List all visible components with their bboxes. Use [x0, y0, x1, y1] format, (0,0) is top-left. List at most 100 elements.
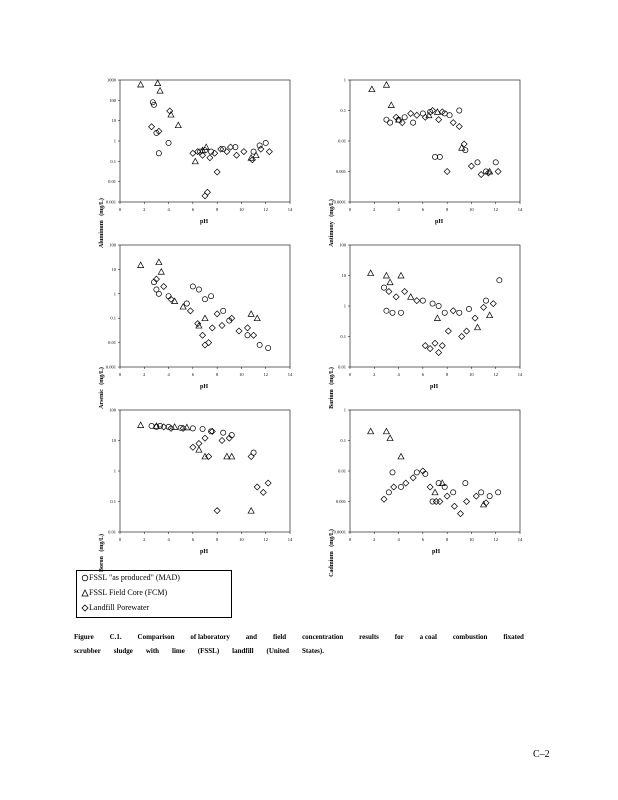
diamond-data-point	[195, 439, 203, 447]
diamond-data-point	[390, 483, 398, 491]
diamond-data-point	[218, 322, 226, 330]
y-tick-label: 10	[112, 438, 117, 443]
x-tick-label: 4	[397, 372, 400, 377]
x-tick-label: 0	[119, 537, 122, 542]
diamond-data-point	[435, 116, 443, 124]
chart-panel: 0 2 4 6 8 10 12 14 0.01 0.1 1 10 100 Boron (mg/L) pH	[80, 405, 340, 573]
triangle-data-point	[137, 421, 145, 428]
diamond-data-point	[167, 424, 175, 432]
triangle-data-point	[201, 452, 209, 460]
caption-word: scrubber	[74, 647, 101, 655]
y-tick-label: 0.001	[336, 169, 346, 174]
diamond-data-point	[247, 452, 255, 460]
x-tick-label: 12	[493, 372, 498, 377]
x-tick-label: 10	[469, 207, 474, 212]
diamond-data-point	[409, 474, 417, 482]
diamond-data-point	[421, 113, 429, 121]
diamond-data-point	[443, 168, 451, 175]
y-axis-unit: (mg/L)	[99, 533, 105, 552]
circle-data-point	[220, 429, 227, 436]
triangle-data-point	[253, 314, 261, 322]
x-axis-label: pH	[200, 549, 209, 555]
x-tick-label: 14	[518, 537, 523, 542]
x-tick-label: 10	[239, 537, 244, 542]
circle-data-point	[383, 116, 390, 123]
x-tick-label: 0	[119, 372, 122, 377]
diamond-data-point	[463, 498, 471, 505]
diamond-data-point	[460, 140, 468, 148]
x-tick-label: 8	[216, 537, 219, 542]
chart-svg: 0 2 4 6 8 10 12 14 0.0001 0.001 0.01 0.1 1	[334, 408, 523, 543]
caption-word: and	[245, 633, 258, 641]
caption-word: results	[359, 633, 379, 641]
circle-data-point	[220, 307, 227, 314]
x-tick-label: 10	[469, 372, 474, 377]
caption-word: fixated	[503, 633, 524, 641]
diamond-data-point	[160, 423, 168, 431]
circle-data-point	[265, 345, 272, 351]
diamond-data-point	[244, 324, 251, 332]
diamond-data-point	[201, 434, 209, 442]
y-axis-unit: (mg/L)	[329, 367, 335, 385]
circle-data-point	[157, 422, 164, 429]
circle-data-point	[389, 309, 396, 316]
x-tick-label: 4	[167, 372, 170, 377]
circle-data-point	[244, 332, 251, 339]
diamond-data-point	[401, 287, 409, 295]
y-tick-label: 0.1	[110, 316, 116, 321]
legend-label-fcm: FSSL Field Core (FCM)	[89, 588, 168, 597]
diamond-data-point	[494, 168, 502, 175]
triangle-data-point	[407, 293, 415, 300]
legend: FSSL "as produced" (MAD) FSSL Field Core…	[76, 570, 232, 618]
chart-panel: 0 2 4 6 8 10 12 14 0.001 0.01 0.1 1 10 100 1000 Alumin…	[80, 75, 340, 248]
y-tick-label: 1	[344, 304, 346, 309]
diamond-data-point	[385, 287, 393, 295]
x-tick-label: 10	[469, 537, 474, 542]
triangle-data-point	[473, 323, 482, 331]
circle-data-point	[441, 309, 448, 316]
triangle-data-point	[431, 488, 439, 496]
triangle-data-point	[191, 157, 199, 165]
y-tick-label: 0.1	[340, 108, 346, 113]
x-tick-label: 4	[167, 207, 170, 212]
y-tick-label: 100	[109, 243, 117, 248]
triangle-data-point	[458, 144, 466, 151]
y-tick-label: 0.01	[338, 469, 346, 474]
triangle-data-point	[171, 423, 179, 430]
triangle-data-point	[247, 506, 255, 514]
diamond-data-point	[228, 314, 236, 322]
x-tick-label: 12	[493, 537, 498, 542]
circle-data-point	[435, 303, 442, 309]
diamond-data-point	[467, 162, 475, 170]
diamond-data-point	[227, 143, 234, 151]
circle-data-point	[189, 425, 196, 432]
circle-data-point	[413, 469, 420, 476]
circle-data-point	[398, 483, 404, 490]
circle-data-point	[435, 480, 442, 487]
y-tick-label: 1	[114, 139, 116, 144]
x-tick-label: 0	[349, 207, 352, 212]
circle-data-point	[466, 306, 472, 312]
diamond-data-point	[426, 345, 434, 353]
triangle-data-point	[433, 314, 442, 321]
diamond-data-point	[167, 295, 175, 303]
triangle-data-point	[201, 314, 209, 322]
circle-data-point	[151, 279, 157, 286]
triangle-data-point	[252, 151, 260, 159]
y-tick-label: 0.0001	[334, 200, 346, 205]
chart-svg: 0 2 4 6 8 10 12 14 0.0001 0.001 0.01 0.1 1	[334, 78, 523, 213]
diamond-data-point	[223, 148, 231, 156]
x-axis-label: pH	[430, 384, 439, 390]
circle-data-point	[483, 297, 489, 304]
circle-data-point	[165, 423, 172, 430]
triangle-marker-icon	[81, 589, 89, 597]
circle-data-point	[153, 286, 160, 293]
caption-word: of laboratory	[190, 633, 230, 641]
x-tick-label: 6	[192, 537, 195, 542]
x-tick-label: 0	[349, 537, 352, 542]
circle-data-point	[429, 300, 436, 307]
diamond-data-point	[413, 111, 421, 119]
diamond-data-point	[480, 303, 488, 311]
y-tick-label: 0.01	[338, 139, 346, 144]
diamond-data-point	[426, 483, 434, 491]
